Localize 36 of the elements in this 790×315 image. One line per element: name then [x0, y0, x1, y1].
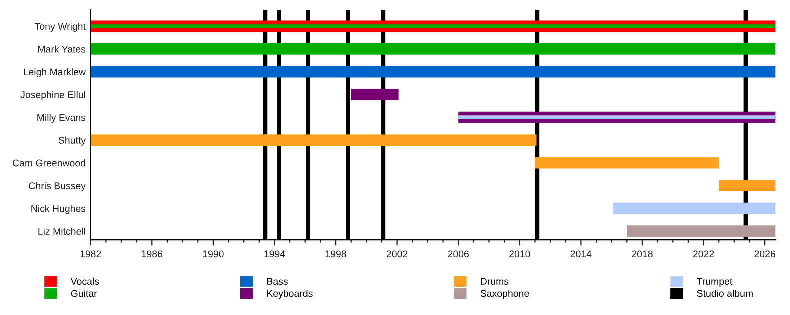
y-tick-label: Shutty [58, 136, 86, 146]
legend-label: Keyboards [267, 290, 313, 299]
y-tick-label: Leigh Marklew [24, 68, 86, 78]
x-tick-label: 1982 [80, 250, 102, 258]
x-tick-label: 1994 [264, 250, 286, 258]
legend-label: Studio album [697, 290, 753, 298]
x-tick-label: 2002 [386, 250, 408, 258]
x-tick-label: 2010 [510, 250, 530, 258]
y-tick-label: Chris Bussey [29, 182, 86, 192]
bar [627, 226, 776, 238]
legend-label: Trumpet [697, 278, 733, 287]
y-tick-label: Josephine Ellul [20, 91, 86, 100]
x-tick-label: 2022 [693, 250, 714, 258]
bar [535, 157, 720, 169]
x-tick-label: 2014 [570, 250, 592, 258]
legend-label: Bass [267, 278, 288, 286]
legend-label: Vocals [70, 278, 100, 286]
x-tick-label: 2018 [632, 250, 653, 258]
bar [719, 180, 776, 192]
bar [90, 134, 537, 146]
y-tick-label: Mark Yates [38, 46, 86, 53]
x-tick-label: 2026 [754, 250, 776, 258]
x-tick-label: 1990 [203, 250, 224, 258]
bar [351, 89, 399, 100]
y-tick-label: Milly Evans [38, 114, 86, 124]
x-tick-label: 2006 [448, 250, 469, 258]
legend-label: Drums [481, 278, 509, 286]
y-tick-label: Tony Wright [35, 22, 86, 32]
x-tick-label: 1998 [326, 250, 346, 258]
bar [90, 66, 776, 78]
y-tick-label: Liz Mitchell [38, 228, 86, 235]
y-tick-label: Nick Hughes [32, 205, 86, 214]
x-tick-label: 1986 [142, 250, 163, 258]
y-tick-label: Cam Greenwood [12, 160, 86, 167]
legend-label: Saxophone [480, 290, 530, 299]
legend-label: Guitar [71, 290, 98, 298]
